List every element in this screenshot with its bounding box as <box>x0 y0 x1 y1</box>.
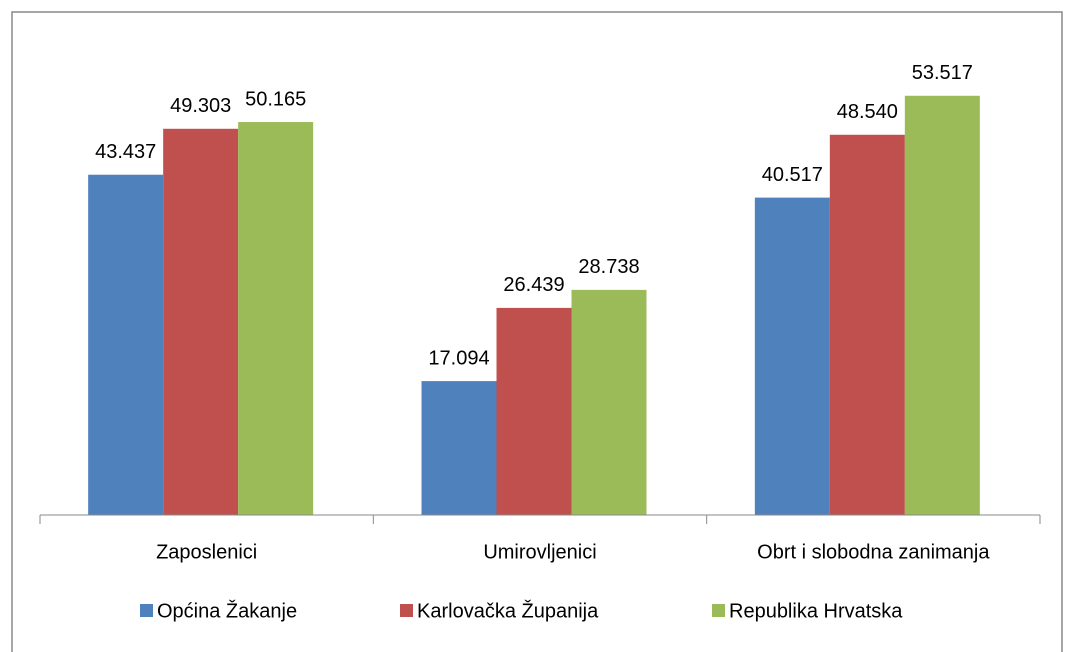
value-label: 49.303 <box>170 95 231 117</box>
bar <box>88 174 164 515</box>
legend-swatch <box>400 604 413 617</box>
bar <box>421 381 497 515</box>
x-tick-label: Umirovljenici <box>483 541 596 563</box>
x-tick-label: Obrt i slobodna zanimanja <box>757 541 990 563</box>
value-label: 50.165 <box>245 88 306 110</box>
bar <box>238 122 314 515</box>
value-label: 17.094 <box>428 347 489 369</box>
x-tick-label: Zaposlenici <box>156 541 257 563</box>
value-label: 40.517 <box>762 164 823 186</box>
value-label: 43.437 <box>95 141 156 163</box>
legend-swatch <box>140 604 153 617</box>
bar <box>754 197 830 516</box>
bar <box>571 289 647 515</box>
legend-label: Karlovačka Županija <box>417 599 599 622</box>
legend-label: Općina Žakanje <box>157 599 297 622</box>
bar <box>496 307 572 515</box>
legend-swatch <box>712 604 725 617</box>
value-label: 28.738 <box>578 256 639 278</box>
bar <box>163 128 239 516</box>
value-label: 26.439 <box>503 274 564 296</box>
value-label: 53.517 <box>912 62 973 84</box>
bar <box>904 95 980 515</box>
bar <box>829 134 905 515</box>
legend-label: Republika Hrvatska <box>729 600 903 622</box>
value-label: 48.540 <box>837 101 898 123</box>
